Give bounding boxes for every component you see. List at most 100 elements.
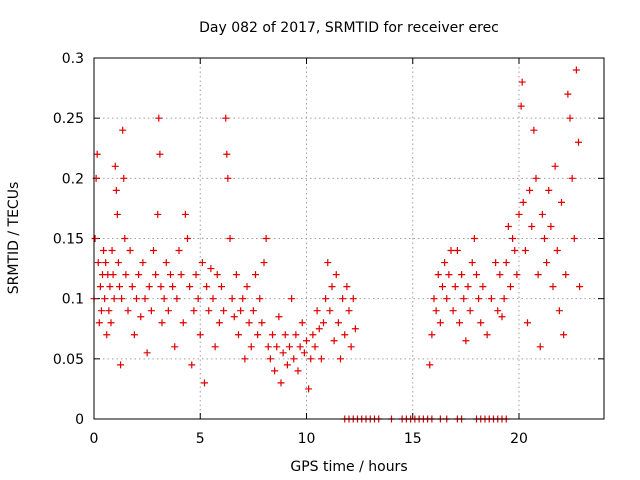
data-point — [232, 271, 240, 279]
data-point — [343, 283, 351, 291]
data-point — [249, 307, 257, 315]
data-point — [543, 259, 551, 267]
data-point — [230, 313, 238, 321]
data-point — [451, 283, 459, 291]
data-point — [169, 283, 177, 291]
data-point — [273, 343, 281, 351]
data-point — [258, 319, 266, 327]
data-point — [211, 343, 219, 351]
data-point — [345, 307, 353, 315]
data-point — [551, 162, 559, 170]
xtick-label: 15 — [404, 431, 422, 447]
data-point — [209, 295, 217, 303]
data-point — [101, 295, 109, 303]
data-point — [536, 343, 544, 351]
data-point — [487, 295, 495, 303]
data-point — [328, 283, 336, 291]
data-point — [334, 319, 342, 327]
data-point — [157, 283, 165, 291]
data-point — [500, 295, 508, 303]
data-point — [456, 319, 463, 327]
data-point — [106, 283, 114, 291]
data-point — [228, 295, 236, 303]
data-point — [315, 325, 323, 333]
data-point — [509, 235, 517, 242]
data-point — [150, 247, 157, 255]
data-point — [93, 150, 101, 158]
data-point — [226, 235, 234, 242]
data-point — [296, 343, 304, 351]
data-point — [562, 271, 570, 279]
data-point — [524, 319, 531, 327]
data-point — [545, 186, 553, 194]
data-point — [181, 210, 189, 218]
xtick-label: 0 — [90, 431, 99, 447]
gridlines — [94, 58, 604, 419]
data-point — [566, 114, 574, 122]
data-point — [126, 247, 134, 255]
data-point — [96, 283, 104, 291]
x-axis-label: GPS time / hours — [290, 459, 407, 475]
data-point — [243, 283, 251, 291]
data-point — [483, 331, 491, 339]
data-point — [473, 271, 480, 279]
data-point — [307, 355, 315, 363]
data-point — [504, 222, 512, 230]
data-point — [517, 102, 525, 110]
data-point — [298, 319, 306, 327]
data-point — [223, 150, 231, 158]
data-point — [288, 295, 296, 303]
data-point — [239, 295, 247, 303]
data-point — [262, 235, 270, 242]
data-point — [458, 271, 466, 279]
data-point — [116, 283, 123, 291]
data-point — [560, 331, 568, 339]
data-point — [470, 235, 478, 242]
data-point — [519, 198, 527, 206]
data-point — [260, 259, 268, 267]
data-point — [462, 337, 470, 345]
data-point — [447, 247, 455, 255]
data-point — [179, 319, 187, 327]
data-point — [162, 259, 170, 267]
data-point — [351, 325, 359, 333]
data-point — [479, 283, 487, 291]
data-point — [326, 307, 334, 315]
data-point — [498, 313, 506, 321]
data-point — [173, 295, 181, 303]
data-point — [118, 295, 126, 303]
ytick-label: 0.15 — [53, 232, 84, 248]
data-point — [466, 307, 474, 315]
data-point — [100, 247, 108, 255]
data-point — [300, 349, 308, 357]
data-point — [266, 355, 274, 363]
data-point — [553, 247, 561, 255]
ytick-label: 0.2 — [62, 171, 84, 187]
data-point — [190, 307, 198, 315]
data-point — [436, 319, 444, 327]
data-point — [203, 283, 211, 291]
data-point — [156, 150, 164, 158]
data-point — [102, 259, 110, 267]
data-point — [184, 235, 191, 242]
data-point — [430, 295, 438, 303]
data-point — [245, 319, 253, 327]
data-point — [439, 283, 446, 291]
data-point — [507, 283, 514, 291]
data-point — [120, 174, 128, 182]
data-point — [311, 343, 319, 351]
data-point — [147, 307, 155, 315]
data-point — [215, 319, 223, 327]
data-point — [576, 283, 584, 291]
data-point — [443, 295, 451, 303]
data-point — [347, 343, 355, 351]
data-point — [198, 259, 206, 267]
data-point — [511, 247, 519, 255]
data-point — [468, 259, 476, 267]
data-point — [290, 355, 298, 363]
data-point — [235, 331, 242, 339]
data-point — [434, 271, 442, 279]
data-point — [572, 66, 580, 74]
data-point — [107, 319, 115, 327]
